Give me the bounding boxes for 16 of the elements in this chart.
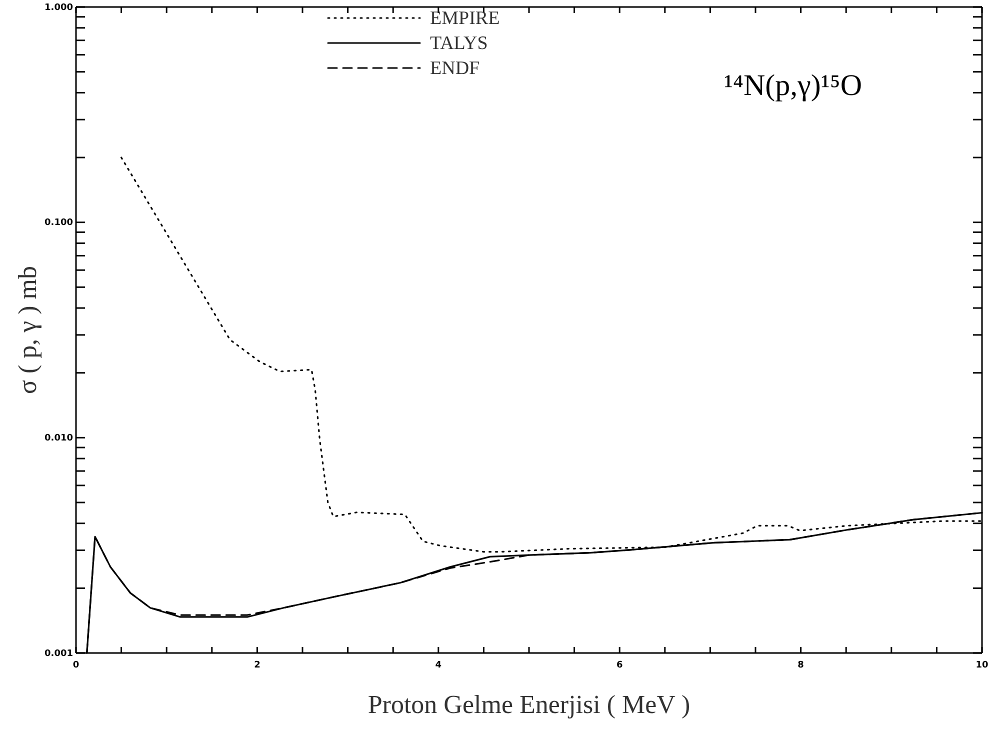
x-tick-label: 8 [798, 660, 804, 670]
legend-label: TALYS [430, 33, 488, 54]
y-tick-label: 0.010 [44, 434, 73, 444]
y-axis-title: σ ( p, γ ) mb [13, 266, 42, 394]
legend-label: ENDF [430, 58, 480, 79]
y-tick-label: 0.001 [44, 648, 73, 659]
x-tick-label: 0 [72, 660, 80, 670]
x-tick-label: 4 [435, 660, 442, 670]
x-tick-label: 2 [254, 660, 260, 670]
x-tick-label: 10 [976, 660, 988, 670]
legend-label: EMPIRE [430, 8, 500, 29]
y-tick-label: 0.100 [44, 218, 73, 228]
text: ¹⁴N(p,γ)¹⁵O [724, 69, 862, 102]
y-tick-label: 1.000 [44, 2, 73, 13]
x-tick-label: 6 [616, 660, 623, 670]
x-axis-title: Proton Gelme Enerjisi ( MeV ) [368, 690, 690, 719]
